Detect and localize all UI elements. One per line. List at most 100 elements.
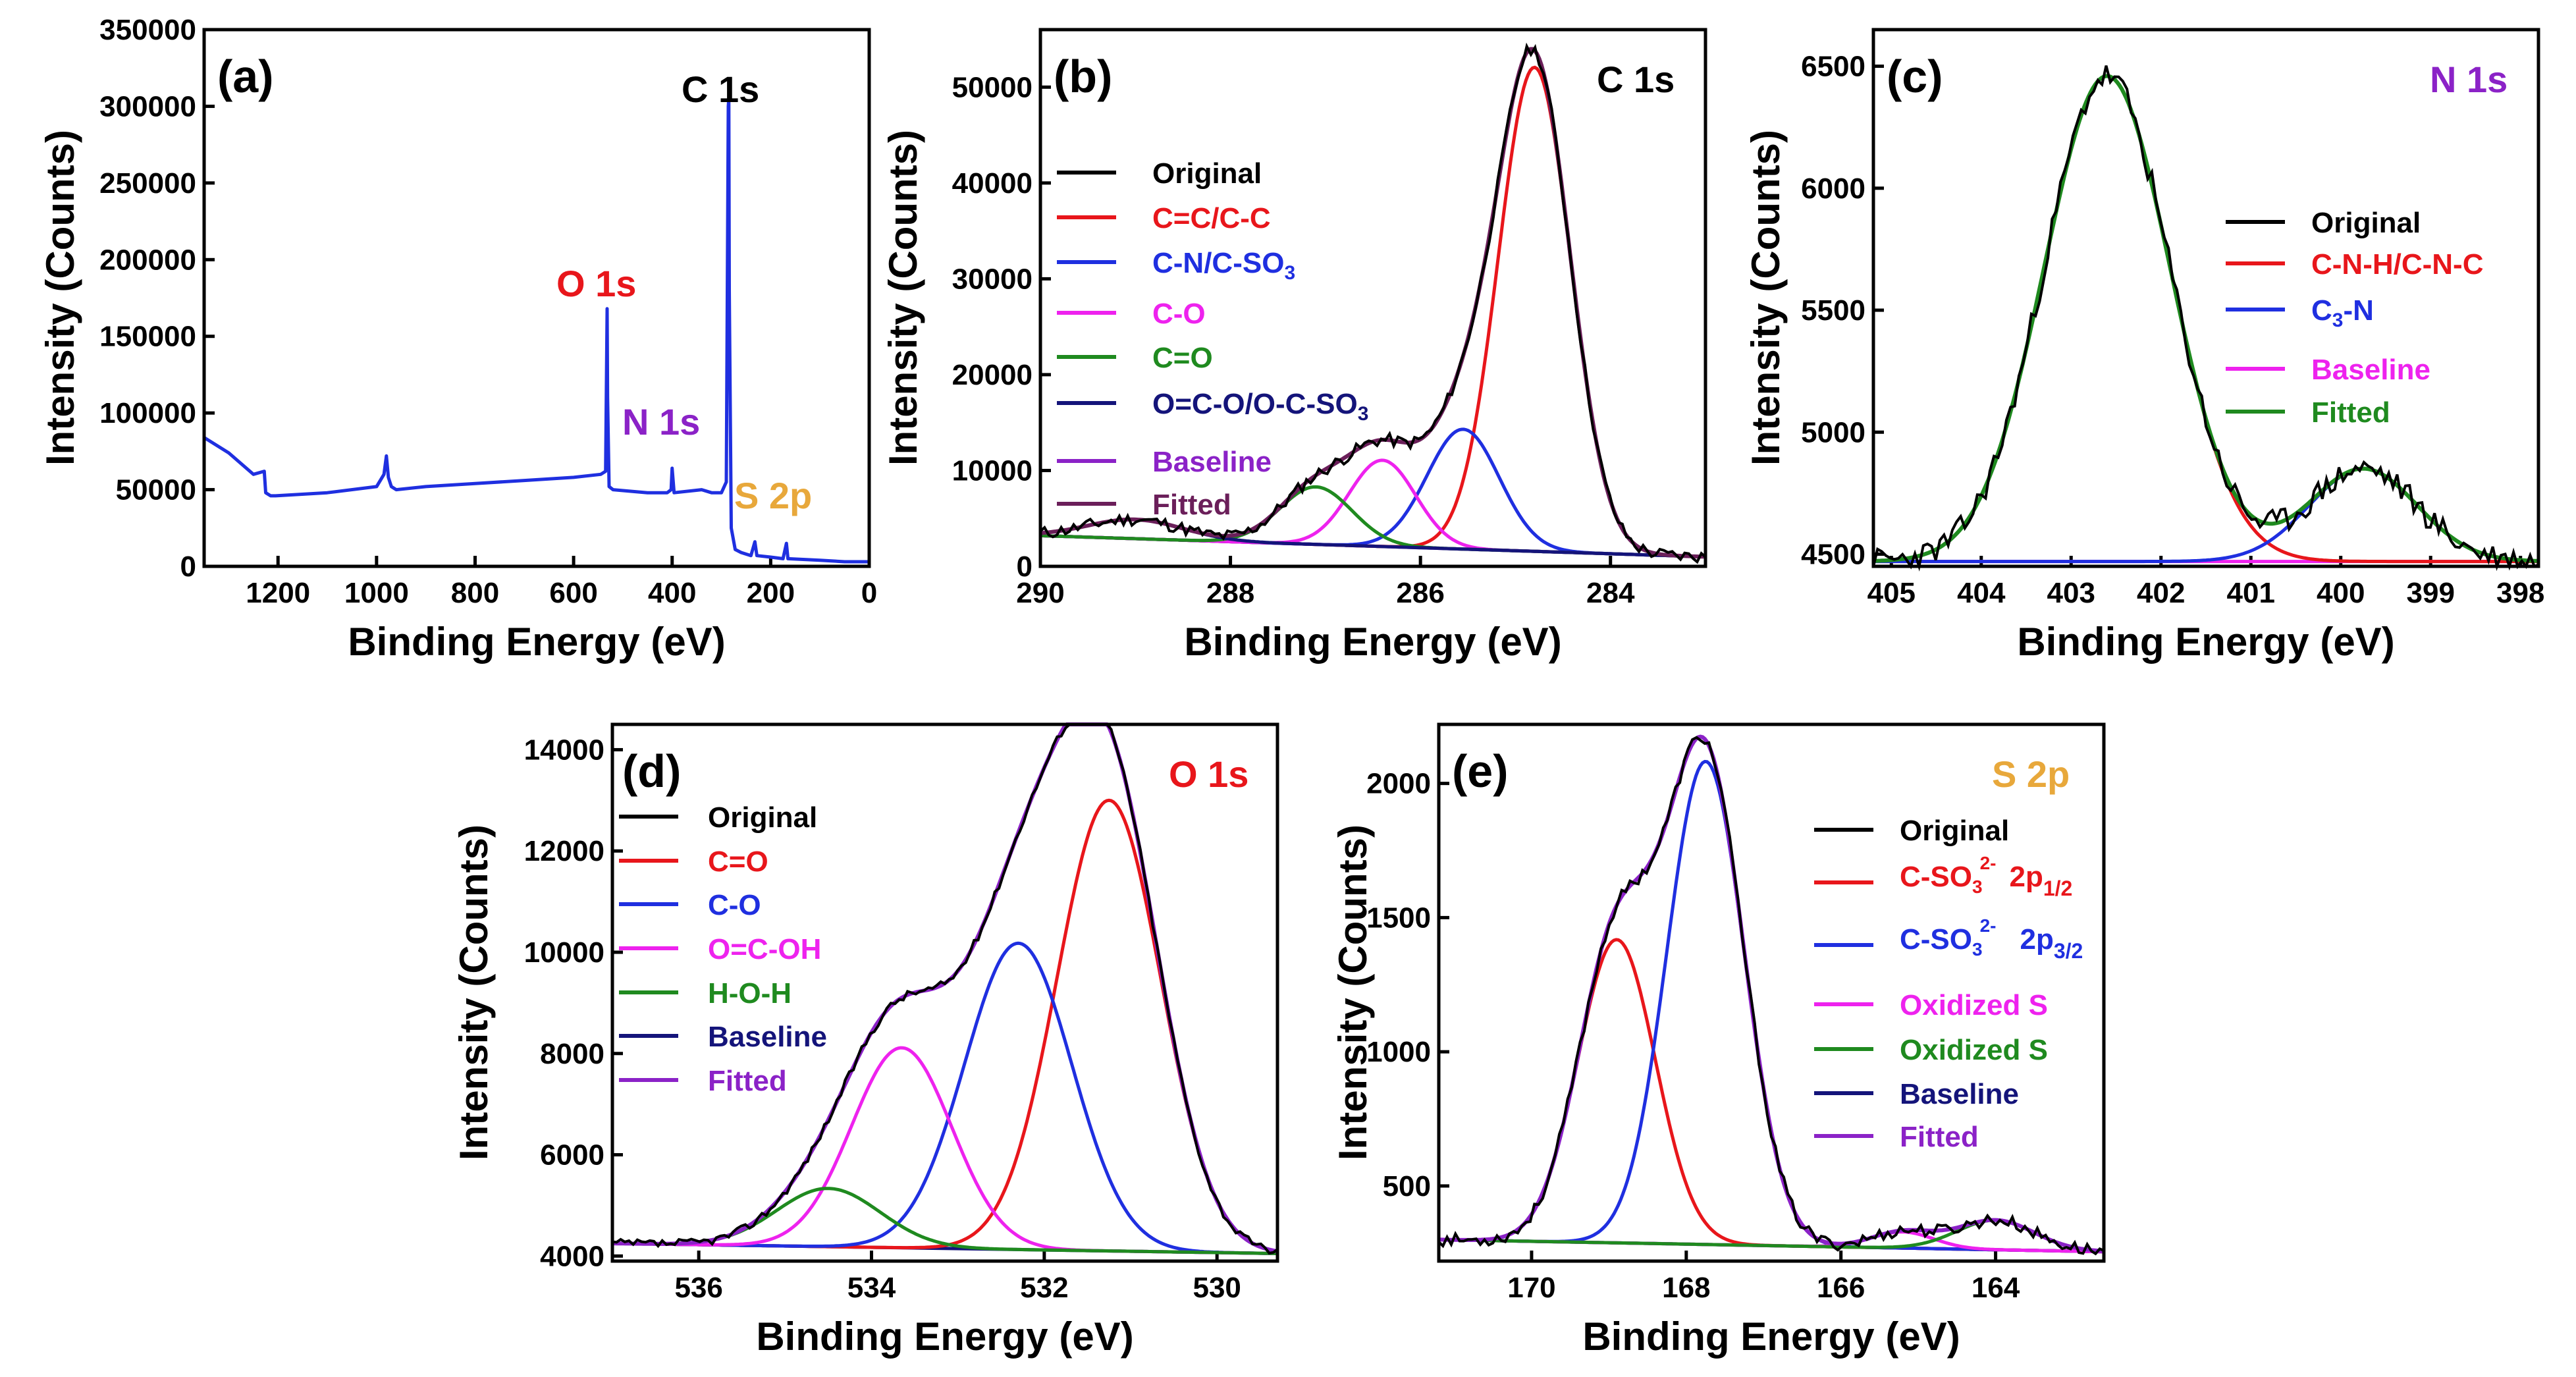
panel-c-xtick-label: 405 [1867, 577, 1916, 609]
panel-d-legend: Original C=O C-O O=C-OH H-O-H Baseline F… [619, 801, 827, 1097]
panel-a-ytick-label: 300000 [99, 90, 196, 122]
panel-c-legend: Original C-N-H/C-N-C C3-N Baseline Fitte… [2226, 207, 2484, 429]
panel-e-title: S 2p [1992, 753, 2070, 795]
legend-label: C3-N [2311, 294, 2374, 331]
legend-label: Oxidized S [1900, 1034, 2048, 1066]
panel-c-ytick-label: 5500 [1801, 294, 1865, 327]
panel-a-xtick-label: 600 [549, 577, 597, 609]
panel-a-label: (a) [217, 51, 274, 102]
panel-b-ytick-label: 10000 [952, 454, 1033, 487]
panel-b-ytick-label: 20000 [952, 359, 1033, 391]
panel-d-ytick-label: 12000 [524, 835, 604, 867]
legend-subscript: 3 [1358, 403, 1369, 425]
panel-e-ytick-label: 2000 [1366, 768, 1431, 800]
panel-a-peak-label: N 1s [622, 401, 700, 443]
legend-text: C [2311, 294, 2332, 327]
legend-label: C=C/C-C [1152, 202, 1271, 234]
legend-label: O=C-OH [708, 933, 821, 965]
panel-a-ticks: 1200 1000 800 600 400 200 0 0 50000 100000 150000 2… [99, 14, 877, 609]
panel-a-ytick-label: 150000 [99, 321, 196, 353]
legend-label: Original [1152, 157, 1262, 190]
panel-a-ytick-label: 200000 [99, 244, 196, 276]
panel-b-original-line [1039, 42, 1707, 564]
panel-e-xtick-label: 168 [1662, 1272, 1710, 1304]
panel-a-xlabel: Binding Energy (eV) [348, 620, 725, 664]
panel-b-xtick-label: 284 [1586, 577, 1635, 609]
panel-a-xtick-label: 800 [451, 577, 499, 609]
panel-d-original-line [612, 723, 1279, 1255]
panel-b-xtick-label: 290 [1016, 577, 1064, 609]
panel-c-xtick-label: 398 [2496, 577, 2544, 609]
panel-b-frame [1038, 28, 1707, 568]
legend-label: Fitted [708, 1065, 787, 1097]
legend-subscript: 1/2 [2043, 877, 2072, 900]
panel-b-ytick-label: 0 [1017, 551, 1033, 583]
panel-c-ytick-label: 6000 [1801, 173, 1865, 205]
panel-d-ytick-label: 8000 [540, 1038, 604, 1070]
panel-c-ytick-label: 5000 [1801, 416, 1865, 448]
panel-e-ticks: 170 168 166 164 500 1000 1500 2000 [1366, 768, 2020, 1304]
panel-d-ylabel: Intensity (Counts) [452, 824, 496, 1160]
panel-c-xtick-label: 399 [2407, 577, 2455, 609]
panel-b-ytick-label: 50000 [952, 71, 1033, 103]
panel-e: 170 168 166 164 500 1000 1500 2000 (e) S 2p Ori… [1331, 722, 2106, 1359]
panel-d-xtick-label: 536 [674, 1272, 722, 1304]
panel-d-xtick-label: 532 [1020, 1272, 1068, 1304]
panel-c-xtick-label: 402 [2137, 577, 2185, 609]
panel-a-ylabel: Intensity (Counts) [38, 130, 82, 466]
panel-d-frame [610, 722, 1279, 1263]
panel-e-xtick-label: 166 [1817, 1272, 1865, 1304]
panel-c-ticks: 405 404 403 402 401 400 399 398 4500 5000 5500 6000… [1801, 51, 2544, 609]
legend-text: 2p [2009, 861, 2043, 893]
panel-d: 536 534 532 530400060008000100001200014000 … [452, 722, 1279, 1359]
legend-subscript: 3/2 [2054, 939, 2083, 963]
legend-label: C=O [708, 846, 768, 878]
panel-e-xlabel: Binding Energy (eV) [1582, 1314, 1960, 1359]
legend-text: C-N/C-SO [1152, 247, 1284, 279]
panel-a: 1200 1000 800 600 400 200 0 0 50000 100000 150000 2… [38, 14, 877, 664]
legend-subscript: 3 [1972, 939, 1983, 959]
legend-label: Original [1900, 815, 2009, 847]
panel-c-frame [1871, 28, 2540, 568]
legend-text: O=C-O/O-C-SO [1152, 388, 1358, 420]
panel-c-title: N 1s [2430, 59, 2508, 100]
legend-text: C-SO [1900, 923, 1972, 956]
panel-a-xtick-label: 0 [861, 577, 877, 609]
panel-a-ytick-label: 250000 [99, 167, 196, 200]
panel-c-xlabel: Binding Energy (eV) [2017, 620, 2394, 664]
legend-label: C=O [1152, 342, 1213, 374]
panel-c-original-line [1872, 65, 2539, 572]
panel-b-legend: Original C=C/C-C C-N/C-SO3 C-O C=O O=C-O… [1057, 157, 1368, 521]
panel-a-ytick-label: 50000 [116, 474, 196, 506]
legend-label: C-SO3 2- 2p3/2 [1900, 915, 2083, 963]
legend-label: Original [2311, 207, 2421, 239]
panel-d-ytick-label: 14000 [524, 734, 604, 766]
panel-e-frame [1437, 722, 2106, 1263]
legend-subscript: 3 [1972, 877, 1983, 897]
legend-text: 2p [2020, 923, 2053, 956]
panel-c-ytick-label: 6500 [1801, 51, 1865, 83]
panel-b-title: C 1s [1597, 59, 1675, 100]
panel-c: 405 404 403 402 401 400 399 398 4500 5000 5500 6000… [1744, 28, 2544, 664]
panel-b-ylabel: Intensity (Counts) [881, 130, 925, 466]
panel-b-ytick-label: 40000 [952, 167, 1033, 200]
panel-e-original-line [1437, 736, 2105, 1256]
panel-d-xlabel: Binding Energy (eV) [756, 1314, 1133, 1359]
panel-a-xtick-label: 1200 [246, 577, 310, 609]
panel-a-ytick-label: 100000 [99, 397, 196, 429]
panel-e-ylabel: Intensity (Counts) [1331, 824, 1375, 1160]
panel-d-ytick-label: 6000 [540, 1139, 604, 1172]
panel-e-legend: Original C-SO32- 2p1/2 C-SO32- 2p3/2 Oxidi… [1814, 815, 2083, 1153]
panel-c-ytick-label: 4500 [1801, 538, 1865, 570]
legend-label: C-N/C-SO3 [1152, 247, 1295, 284]
panel-a-survey-line [203, 97, 869, 564]
panel-d-ytick-label: 10000 [524, 936, 604, 969]
panel-a-xtick-label: 1000 [344, 577, 409, 609]
legend-label: Baseline [1900, 1078, 2019, 1110]
legend-label: Fitted [1900, 1121, 1979, 1153]
panel-a-peak-label: C 1s [682, 68, 759, 110]
panel-e-xtick-label: 170 [1507, 1272, 1555, 1304]
legend-label: Baseline [1152, 446, 1272, 478]
panel-c-label: (c) [1887, 51, 1943, 102]
panel-b-label: (b) [1054, 51, 1112, 102]
